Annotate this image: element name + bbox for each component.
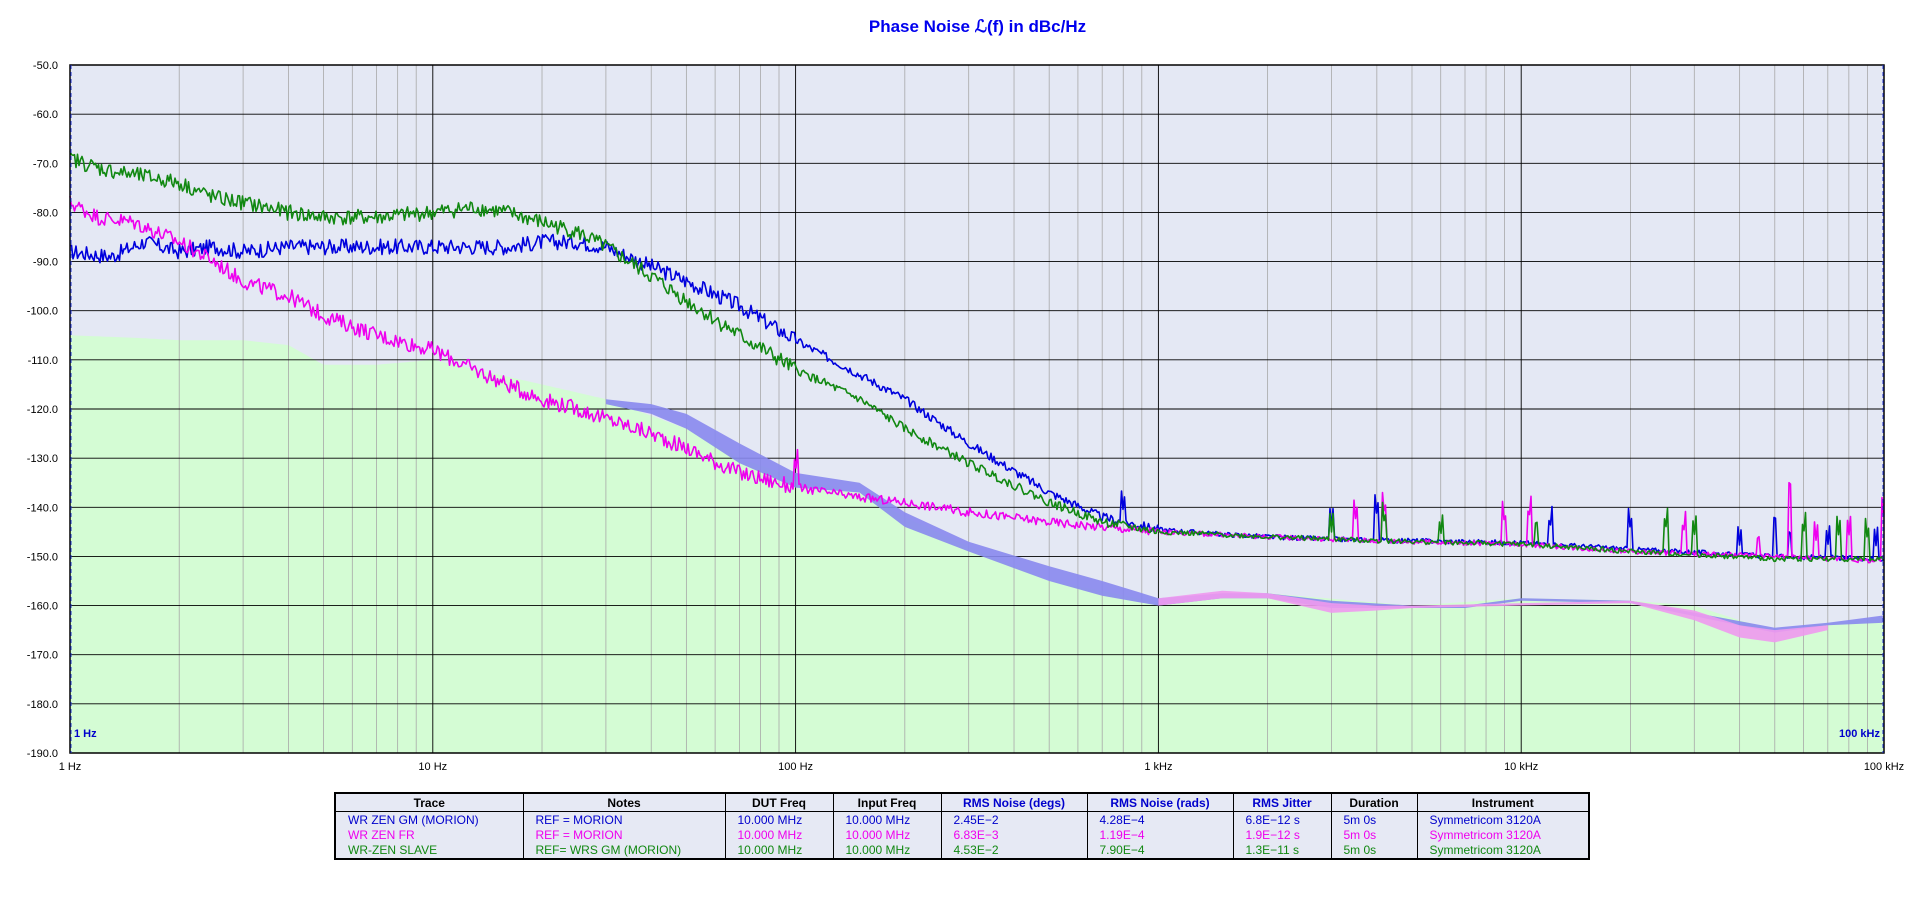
y-tick-label: -180.0 bbox=[27, 699, 58, 711]
table-cell: WR ZEN FR bbox=[334, 827, 524, 843]
table-cell: 10.000 MHz bbox=[724, 827, 834, 843]
table-header-cell: RMS Jitter bbox=[1232, 792, 1332, 812]
table-header-cell: Instrument bbox=[1416, 792, 1590, 812]
x-tick-label: 100 Hz bbox=[778, 761, 813, 773]
table-cell: 1.9E−12 s bbox=[1232, 827, 1332, 843]
y-tick-label: -60.0 bbox=[33, 109, 58, 121]
y-tick-label: -160.0 bbox=[27, 601, 58, 613]
table-cell: Symmetricom 3120A bbox=[1416, 811, 1590, 828]
table-cell: 5m 0s bbox=[1330, 811, 1418, 828]
table-row: WR ZEN GM (MORION) REF = MORION 10.000 MHz… bbox=[334, 811, 1590, 828]
y-tick-label: -100.0 bbox=[27, 306, 58, 318]
y-tick-label: -90.0 bbox=[33, 257, 58, 269]
table-cell: WR-ZEN SLAVE bbox=[334, 842, 524, 859]
corner-end-label: 100 kHz bbox=[1839, 728, 1880, 740]
table-header-cell: Notes bbox=[522, 792, 726, 812]
floor-band bbox=[1158, 590, 1828, 643]
table-cell: 5m 0s bbox=[1330, 842, 1418, 859]
chart-title: Phase Noise ℒ(f) in dBc/Hz bbox=[868, 17, 1087, 36]
corner-start-label: 1 Hz bbox=[74, 728, 97, 740]
table-cell: 5m 0s bbox=[1330, 827, 1418, 843]
table-cell: Symmetricom 3120A bbox=[1416, 827, 1590, 843]
x-tick-label: 10 kHz bbox=[1504, 761, 1538, 773]
table-cell: 7.90E−4 bbox=[1086, 842, 1234, 859]
table-header-cell: Trace bbox=[334, 792, 524, 812]
x-tick-label: 1 Hz bbox=[59, 761, 82, 773]
table-cell: 10.000 MHz bbox=[832, 842, 942, 859]
table-cell: 6.83E−3 bbox=[940, 827, 1088, 843]
y-tick-label: -190.0 bbox=[27, 748, 58, 760]
table-header-row: Trace Notes DUT Freq Input Freq RMS Noise (d… bbox=[334, 792, 1590, 812]
table-cell: 10.000 MHz bbox=[832, 811, 942, 828]
table-header-cell: RMS Noise (rads) bbox=[1086, 792, 1234, 812]
table-cell: WR ZEN GM (MORION) bbox=[334, 811, 524, 828]
table-cell: REF = MORION bbox=[522, 827, 726, 843]
table-row: WR ZEN FR REF = MORION 10.000 MHz 10.000 MH… bbox=[334, 827, 1590, 843]
table-cell: 1.19E−4 bbox=[1086, 827, 1234, 843]
y-tick-label: -150.0 bbox=[27, 551, 58, 563]
y-tick-label: -120.0 bbox=[27, 404, 58, 416]
table-cell: 6.8E−12 s bbox=[1232, 811, 1332, 828]
table-cell: 4.53E−2 bbox=[940, 842, 1088, 859]
table-cell: Symmetricom 3120A bbox=[1416, 842, 1590, 859]
series-line bbox=[69, 151, 1885, 563]
x-tick-label: 10 Hz bbox=[418, 761, 447, 773]
table-header-cell: DUT Freq bbox=[724, 792, 834, 812]
y-tick-label: -130.0 bbox=[27, 453, 58, 465]
x-tick-label: 100 kHz bbox=[1864, 761, 1904, 773]
y-tick-label: -70.0 bbox=[33, 158, 58, 170]
y-tick-label: -170.0 bbox=[27, 650, 58, 662]
table-cell: 4.28E−4 bbox=[1086, 811, 1234, 828]
table-cell: 1.3E−11 s bbox=[1232, 842, 1332, 859]
series-line bbox=[69, 195, 1885, 564]
series-line bbox=[69, 233, 1885, 562]
table-cell: REF = MORION bbox=[522, 811, 726, 828]
table-cell: 10.000 MHz bbox=[832, 827, 942, 843]
table-header-cell: RMS Noise (degs) bbox=[940, 792, 1088, 812]
table-row: WR-ZEN SLAVE REF= WRS GM (MORION) 10.000 M… bbox=[334, 842, 1590, 859]
table-cell: 10.000 MHz bbox=[724, 842, 834, 859]
y-tick-label: -110.0 bbox=[28, 355, 58, 367]
table-cell: REF= WRS GM (MORION) bbox=[522, 842, 726, 859]
y-tick-label: -50.0 bbox=[33, 60, 58, 72]
phase-noise-chart: -50.0 -60.0 -70.0 -80.0 -90.0 -100.0 -110.0 -12… bbox=[27, 60, 1904, 773]
table-cell: 10.000 MHz bbox=[724, 811, 834, 828]
table-cell: 2.45E−2 bbox=[940, 811, 1088, 828]
table-header-cell: Duration bbox=[1330, 792, 1418, 812]
plot-frame bbox=[69, 64, 1885, 754]
y-tick-label: -140.0 bbox=[27, 502, 58, 514]
x-tick-label: 1 kHz bbox=[1144, 761, 1172, 773]
noise-floor-area bbox=[70, 335, 1884, 753]
table-header-cell: Input Freq bbox=[832, 792, 942, 812]
trace-summary-table: Trace Notes DUT Freq Input Freq RMS Noise (d… bbox=[334, 792, 1590, 860]
y-tick-label: -80.0 bbox=[33, 207, 58, 219]
